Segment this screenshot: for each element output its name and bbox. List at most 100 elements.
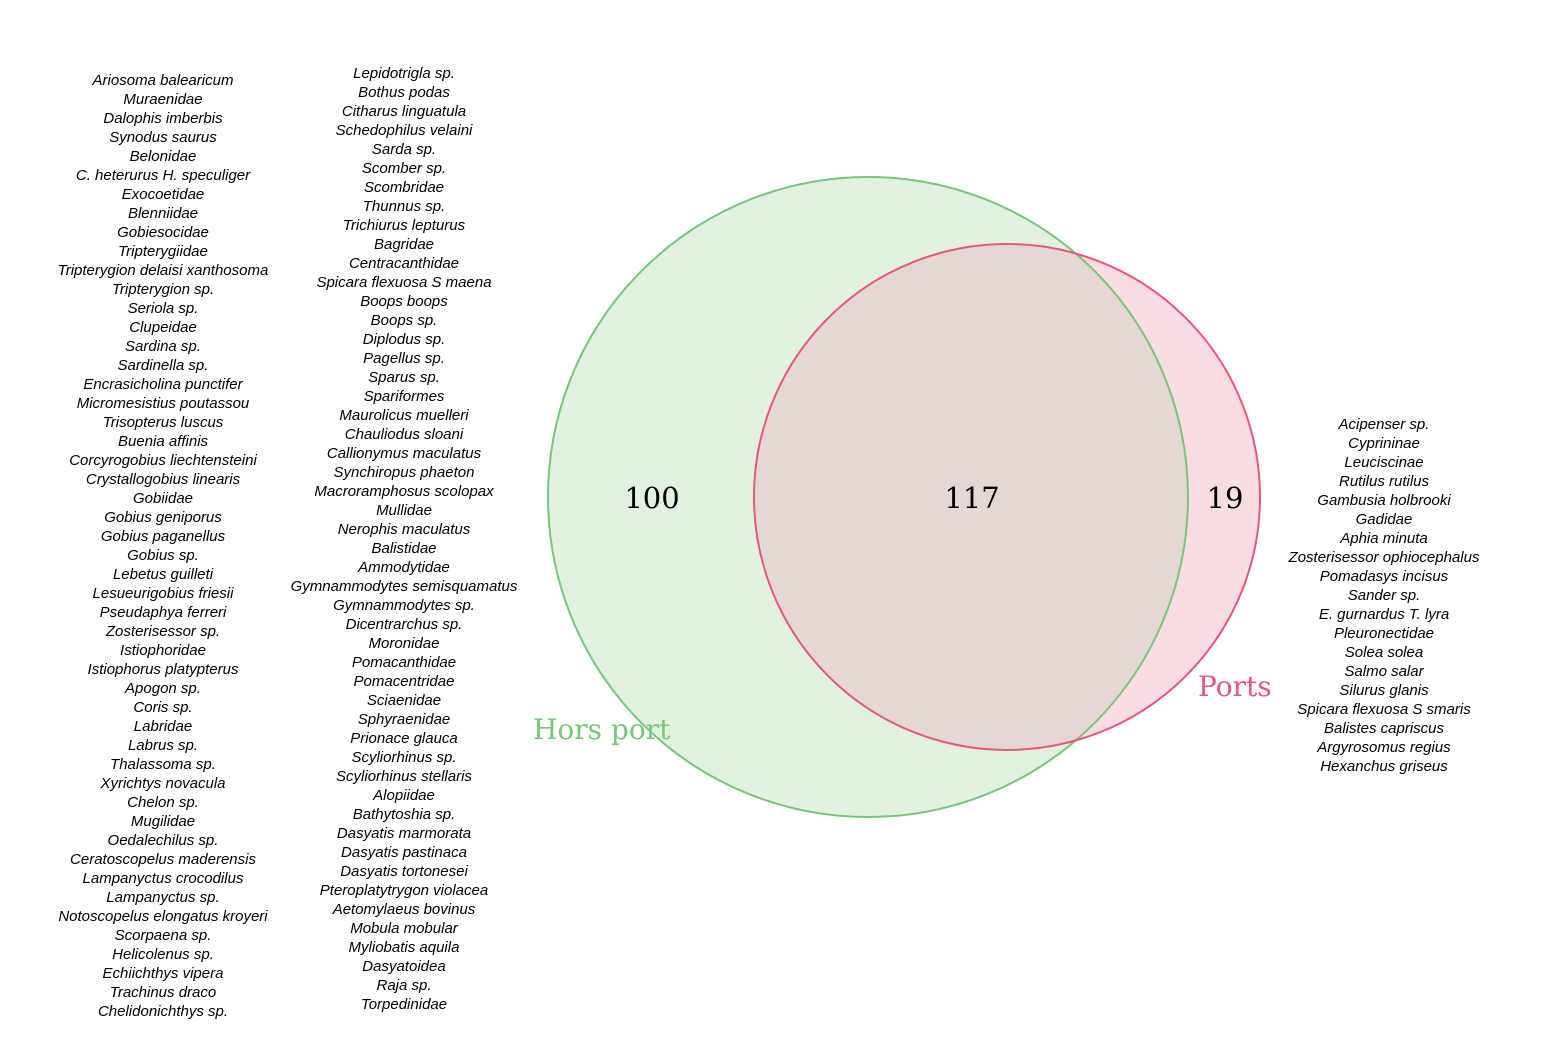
species-name: Mobula mobular (350, 920, 458, 937)
species-name: Thunnus sp. (362, 198, 446, 215)
species-name: Torpedinidae (360, 996, 448, 1013)
species-name: Acipenser sp. (1338, 416, 1430, 433)
species-name: Helicolenus sp. (112, 946, 214, 963)
species-name: Balistes capriscus (1323, 720, 1445, 737)
species-name: Sander sp. (1347, 587, 1421, 604)
species-name: Apogon sp. (125, 680, 201, 697)
species-name: Silurus glanis (1339, 682, 1429, 699)
species-name: Ariosoma balearicum (92, 72, 234, 89)
ports-set-label: Ports (1198, 670, 1272, 703)
species-name: Schedophilus velaini (335, 122, 473, 139)
species-name: Scyliorhinus stellaris (336, 768, 472, 785)
species-name: Spicara flexuosa S maena (316, 274, 492, 291)
species-name: Scorpaena sp. (114, 927, 212, 944)
species-name: Dicentrarchus sp. (345, 616, 463, 633)
species-name: Seriola sp. (127, 300, 199, 317)
species-name: Dasyatis tortonesei (340, 863, 468, 880)
species-name: Citharus linguatula (341, 103, 467, 120)
species-name: Maurolicus muelleri (339, 407, 469, 424)
species-name: Gobiesocidae (117, 224, 209, 241)
hors-port-set-label: Hors port (533, 713, 671, 746)
species-name: Ceratoscopelus maderensis (70, 851, 256, 868)
species-name: Sarda sp. (371, 141, 437, 158)
species-name: Labridae (133, 718, 193, 735)
species-name: Spariformes (363, 388, 445, 405)
intersection-count: 117 (944, 481, 999, 515)
species-name: Micromesistius poutassou (76, 395, 250, 412)
species-name: Argyrosomus regius (1317, 739, 1451, 756)
species-name: Aphia minuta (1340, 530, 1428, 547)
species-name: Dasyatis marmorata (336, 825, 472, 842)
species-name: Boops boops (360, 293, 448, 310)
species-name: Synodus saurus (109, 129, 217, 146)
species-name: E. gurnardus T. lyra (1318, 606, 1450, 623)
species-name: Lampanyctus crocodilus (82, 870, 244, 887)
species-name: Pseudaphya ferreri (99, 604, 227, 621)
species-name: Pagellus sp. (363, 350, 445, 367)
species-name: Hexanchus griseus (1320, 758, 1448, 775)
species-name: Lepidotrigla sp. (353, 65, 455, 82)
species-name: Alopiidae (373, 787, 435, 804)
species-name: Chelidonichthys sp. (97, 1003, 229, 1020)
species-list-left: Ariosoma balearicum Muraenidae Dalophis im… (50, 71, 276, 1021)
species-name: Myliobatis aquila (348, 939, 460, 956)
species-name: Tripterygion sp. (111, 281, 215, 298)
species-name: Balistidae (371, 540, 437, 557)
species-name: Muraenidae (123, 91, 203, 108)
species-name: Trachinus draco (109, 984, 217, 1001)
species-name: Pleuronectidae (1333, 625, 1435, 642)
species-name: Coris sp. (133, 699, 193, 716)
species-name: Zosterisessor sp. (105, 623, 221, 640)
species-list-middle: Lepidotrigla sp. Bothus podas Citharus lin… (288, 64, 520, 1014)
species-name: Echiichthys vipera (102, 965, 224, 982)
species-name: Chelon sp. (127, 794, 199, 811)
species-name: Boops sp. (370, 312, 438, 329)
species-name: Notoscopelus elongatus kroyeri (58, 908, 268, 925)
species-name: Diplodus sp. (362, 331, 446, 348)
species-name: Blenniidae (127, 205, 199, 222)
species-name: Pomadasys incisus (1319, 568, 1449, 585)
species-name: Gadidae (1355, 511, 1413, 528)
species-name: Trichiurus lepturus (342, 217, 466, 234)
species-name: Scyliorhinus sp. (351, 749, 457, 766)
species-name: Macroramphosus scolopax (314, 483, 494, 500)
species-name: Moronidae (368, 635, 440, 652)
species-name: Trisopterus luscus (102, 414, 224, 431)
ports-only-count: 19 (1207, 481, 1244, 515)
species-name: Clupeidae (129, 319, 197, 336)
species-name: Lampanyctus sp. (106, 889, 220, 906)
species-name: Lesueurigobius friesii (92, 585, 234, 602)
species-name: Bothus podas (358, 84, 450, 101)
species-name: Sparus sp. (368, 369, 440, 386)
species-name: Labrus sp. (127, 737, 199, 754)
species-name: Zosterisessor ophiocephalus (1288, 549, 1480, 566)
species-list-ports-only: Acipenser sp. Cyprininae Leuciscinae Rutilu… (1270, 415, 1498, 776)
species-name: Prionace glauca (350, 730, 458, 747)
species-name: Gobius paganellus (100, 528, 226, 545)
species-name: Sphyraenidae (357, 711, 451, 728)
hors-port-circle-outline (547, 176, 1189, 818)
species-name: Scomber sp. (361, 160, 447, 177)
species-name: Pomacentridae (353, 673, 455, 690)
species-name: Tripterygiidae (118, 243, 208, 260)
species-name: Dasyatis pastinaca (341, 844, 467, 861)
species-name: C. heterurus H. speculiger (75, 167, 251, 184)
intersection-region (754, 244, 1188, 750)
species-name: Bathytoshia sp. (352, 806, 456, 823)
species-name: Gambusia holbrooki (1317, 492, 1451, 509)
species-name: Thalassoma sp. (110, 756, 216, 773)
species-name: Scombridae (363, 179, 445, 196)
species-name: Gymnammodytes sp. (333, 597, 475, 614)
species-name: Oedalechilus sp. (107, 832, 219, 849)
species-name: Leuciscinae (1344, 454, 1424, 471)
species-name: Istiophorus platypterus (87, 661, 239, 678)
species-name: Gymnammodytes semisquamatus (290, 578, 518, 595)
ports-circle-outline (753, 243, 1261, 751)
species-name: Exocoetidae (121, 186, 205, 203)
hors-port-only-count: 100 (624, 481, 679, 515)
species-name: Belonidae (129, 148, 197, 165)
species-name: Buenia affinis (117, 433, 209, 450)
species-name: Mugilidae (130, 813, 196, 830)
species-name: Aetomylaeus bovinus (332, 901, 476, 918)
